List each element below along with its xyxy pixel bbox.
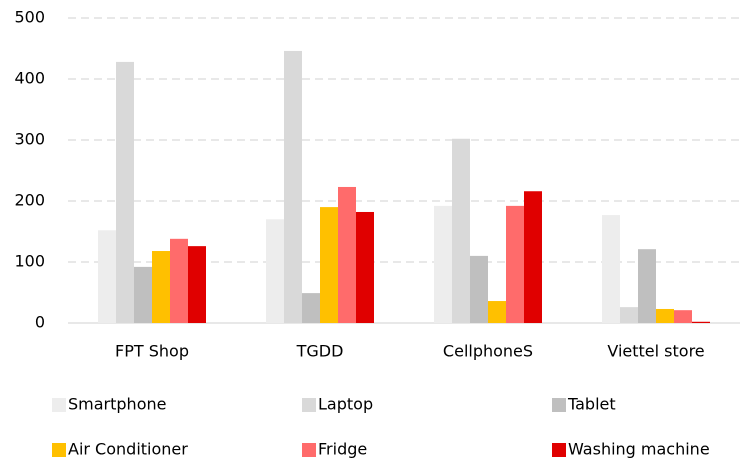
bar	[434, 205, 452, 323]
legend-label: Laptop	[318, 395, 373, 414]
legend-swatch	[52, 443, 66, 457]
bar	[188, 246, 206, 323]
bar	[338, 186, 356, 323]
legend-swatch	[552, 398, 566, 412]
bar	[302, 293, 320, 323]
y-tick-label: 400	[14, 69, 45, 88]
bar	[674, 310, 692, 323]
y-tick-label: 500	[14, 8, 45, 27]
legend-swatch	[52, 398, 66, 412]
legend-label: Washing machine	[568, 440, 710, 459]
x-tick-label: TGDD	[296, 342, 344, 361]
bar	[134, 266, 152, 323]
bar	[266, 219, 284, 323]
bar	[656, 308, 674, 323]
legend-swatch	[552, 443, 566, 457]
bar	[470, 255, 488, 323]
bar	[98, 230, 116, 323]
bar	[356, 211, 374, 323]
bar	[284, 50, 302, 323]
bar	[320, 207, 338, 323]
bar	[602, 215, 620, 323]
bar	[170, 238, 188, 323]
legend-label: Smartphone	[68, 395, 166, 414]
y-tick-label: 300	[14, 130, 45, 149]
y-tick-label: 100	[14, 252, 45, 271]
y-tick-label: 200	[14, 191, 45, 210]
x-tick-label: CellphoneS	[443, 342, 533, 361]
bar	[506, 205, 524, 323]
bar	[116, 61, 134, 324]
bar	[692, 321, 710, 323]
bar	[152, 251, 170, 323]
bar	[452, 138, 470, 323]
legend-label: Air Conditioner	[68, 440, 188, 459]
x-tick-label: Viettel store	[607, 342, 704, 361]
legend-swatch	[302, 398, 316, 412]
legend-swatch	[302, 443, 316, 457]
bar	[488, 301, 506, 323]
legend-label: Tablet	[567, 395, 616, 414]
legend-label: Fridge	[318, 440, 367, 459]
x-tick-label: FPT Shop	[115, 342, 189, 361]
bar	[638, 249, 656, 323]
y-tick-label: 0	[35, 313, 45, 332]
bar	[620, 307, 638, 323]
bar	[524, 191, 542, 323]
